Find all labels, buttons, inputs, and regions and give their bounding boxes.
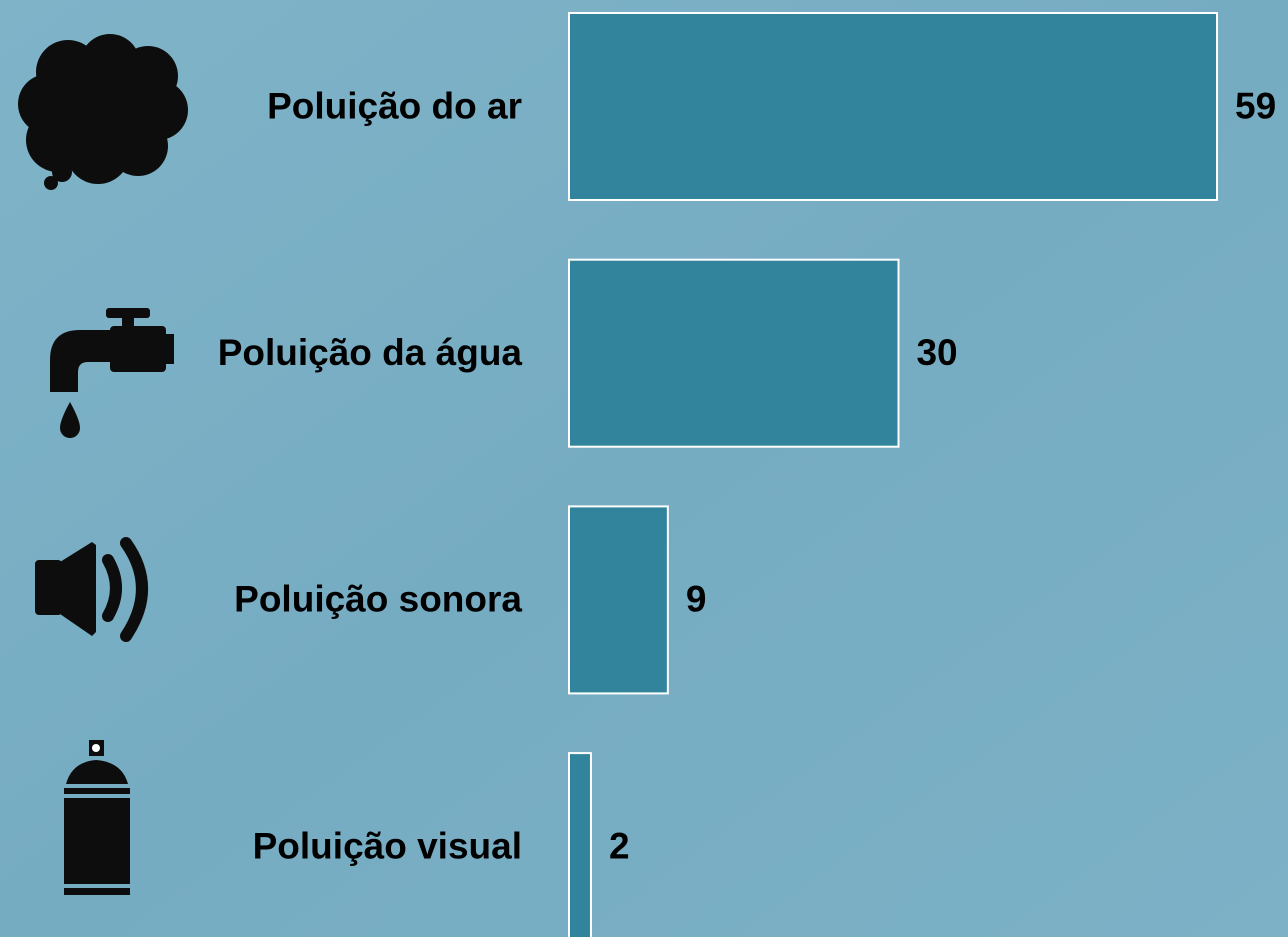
bar xyxy=(568,258,900,448)
visual-icon xyxy=(64,740,130,895)
bar xyxy=(568,505,669,695)
category-label: Poluição visual xyxy=(253,825,522,866)
category-label: Poluição sonora xyxy=(234,579,522,620)
value-label: 30 xyxy=(916,332,957,373)
bar xyxy=(568,12,1218,201)
air-icon xyxy=(18,34,188,190)
bar xyxy=(568,752,592,937)
value-label: 59 xyxy=(1235,85,1276,126)
value-label: 9 xyxy=(686,579,707,620)
water-icon xyxy=(50,308,174,438)
category-label: Poluição do ar xyxy=(267,85,522,126)
noise-icon xyxy=(35,537,148,642)
category-label: Poluição da água xyxy=(218,332,523,373)
value-label: 2 xyxy=(609,825,630,866)
